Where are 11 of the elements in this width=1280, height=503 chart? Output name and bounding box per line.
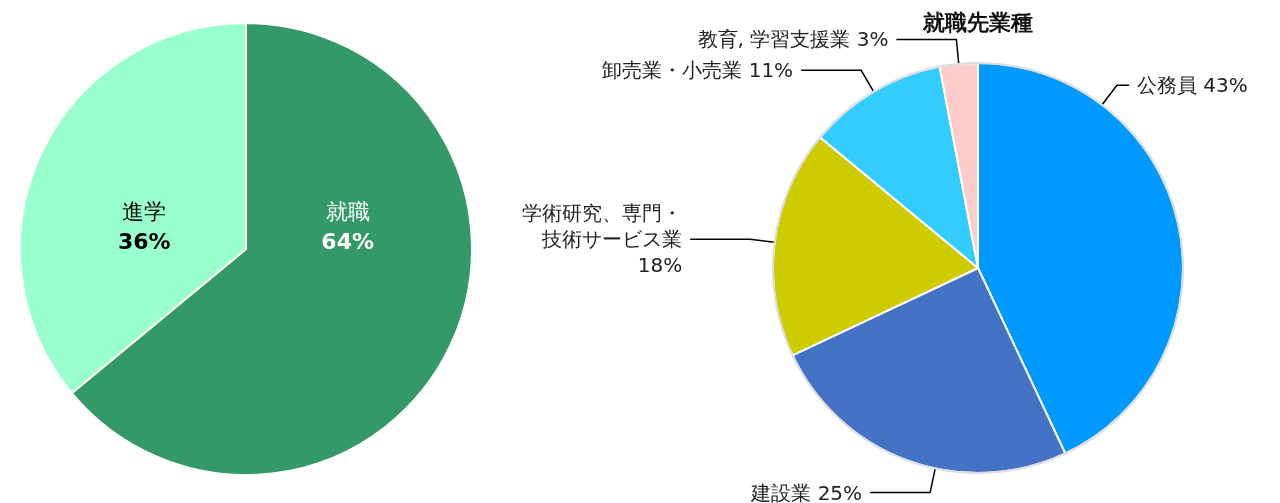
slice-label: 公務員 43% bbox=[1136, 73, 1248, 98]
slice-label: 教育, 学習支援業 3% bbox=[697, 27, 889, 52]
data-label: 18% bbox=[637, 253, 683, 278]
slice-label: 卸売業・小売業 11% bbox=[602, 58, 794, 83]
slice-label: 建設業 25% bbox=[750, 480, 863, 503]
data-label: 64% bbox=[321, 229, 375, 254]
slice-label: 学術研究、専門・技術サービス業 bbox=[522, 201, 683, 252]
slice-label: 就職 bbox=[325, 199, 370, 224]
slice-label: 進学 bbox=[122, 199, 167, 224]
data-label: 36% bbox=[117, 229, 171, 254]
chart-title: 就職先業種 bbox=[922, 10, 1033, 35]
